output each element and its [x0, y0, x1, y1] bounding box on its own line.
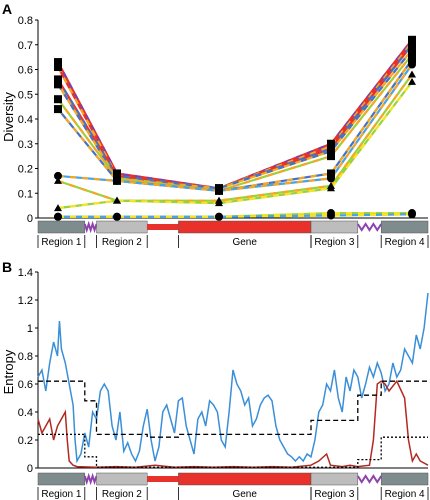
y-tick-label: 1	[27, 323, 33, 335]
diversity-point	[54, 105, 62, 114]
diversity-series-dash	[57, 44, 413, 190]
diversity-point	[408, 55, 416, 64]
entropy-series-line	[37, 379, 429, 469]
region-label: Region 3	[314, 489, 354, 500]
panel-a-yticks: 0.8 0.7 0.6 0.5 0.4 0.3 0.2 0.1 0	[18, 15, 38, 225]
region-linker	[83, 472, 98, 486]
diversity-point	[113, 196, 121, 204]
region-segment	[147, 224, 179, 230]
y-tick-label: 0.6	[18, 379, 33, 391]
y-tick-label: 0	[27, 213, 33, 225]
region-label: Region 1	[41, 237, 81, 248]
region-block	[96, 472, 148, 486]
y-tick-label: 0.5	[18, 89, 33, 101]
y-tick-label: 0.8	[18, 351, 33, 363]
diversity-point	[54, 212, 62, 221]
region-label: Region 2	[102, 237, 142, 248]
diversity-series-dash	[57, 49, 413, 190]
diversity-point	[408, 40, 416, 49]
panel-b-series	[37, 292, 429, 469]
diversity-point	[408, 77, 416, 85]
region-label: Region 1	[41, 489, 81, 500]
diversity-point	[327, 184, 335, 192]
diversity-point	[408, 50, 416, 59]
region-label: Region 4	[385, 489, 425, 500]
region-linker	[356, 222, 383, 232]
diversity-point	[113, 212, 121, 221]
region-linker	[356, 474, 383, 484]
region-block	[37, 472, 86, 486]
region-block	[178, 220, 312, 234]
y-tick-label: 0.8	[18, 15, 33, 27]
region-linker	[83, 220, 98, 234]
diversity-point	[327, 152, 335, 161]
diversity-point	[408, 70, 416, 78]
region-block	[37, 220, 86, 234]
entropy-series-line	[37, 292, 429, 464]
entropy-series-line	[38, 380, 428, 438]
panel-b-yticks: 1.4 1.2 1 0.8 0.6 0.4 0.2 0	[18, 267, 38, 475]
y-tick-label: 0.1	[18, 188, 33, 200]
diversity-point	[54, 95, 62, 104]
panel-a-ylabel: Diversity	[1, 92, 16, 142]
y-tick-label: 1.2	[18, 295, 33, 307]
diversity-point	[327, 169, 335, 178]
region-label: Region 4	[385, 237, 425, 248]
panel-b-label: B	[2, 259, 12, 275]
diversity-point	[54, 204, 62, 212]
region-block	[310, 472, 359, 486]
panel-a: A Diversity 0.8 0.7 0.6 0.5 0.4 0.3 0.2 0.1 0 Re…	[1, 1, 429, 248]
region-block	[380, 472, 429, 486]
y-tick-label: 0.2	[18, 164, 33, 176]
region-label: Gene	[232, 237, 257, 248]
diversity-point	[113, 176, 121, 185]
y-tick-label: 0.4	[18, 114, 33, 126]
region-segment	[147, 476, 179, 482]
diversity-series-dash	[57, 53, 413, 192]
diversity-point	[215, 199, 223, 207]
diversity-point	[215, 186, 223, 195]
y-tick-label: 0.6	[18, 65, 33, 77]
panel-b-region-track: Region 1 Region 2 Gene Region 3 Region 4	[37, 472, 429, 500]
y-tick-label: 0	[27, 463, 33, 475]
panel-a-label: A	[2, 1, 12, 17]
y-tick-label: 0.7	[18, 40, 33, 52]
y-tick-label: 0.4	[18, 407, 33, 419]
panel-a-region-track: Region 1 Region 2 Gene Region 3 Region 4	[37, 220, 429, 248]
diversity-point	[327, 174, 335, 183]
diversity-point	[54, 58, 62, 67]
diversity-point	[54, 176, 62, 184]
diversity-point	[54, 171, 62, 180]
diversity-point	[54, 63, 62, 72]
region-label: Region 3	[314, 237, 354, 248]
y-tick-label: 0.2	[18, 435, 33, 447]
diversity-series-dash	[57, 73, 413, 202]
diversity-point	[327, 211, 335, 220]
diversity-point	[408, 45, 416, 54]
region-block	[310, 220, 359, 234]
panel-a-series	[54, 35, 416, 221]
region-block	[380, 220, 429, 234]
diversity-point	[408, 60, 416, 69]
region-label: Region 2	[102, 489, 142, 500]
y-tick-label: 1.4	[18, 267, 33, 279]
diversity-point	[408, 210, 416, 219]
diversity-point	[54, 75, 62, 84]
entropy-series-line	[38, 433, 428, 468]
diversity-point	[54, 80, 62, 89]
diversity-point	[215, 212, 223, 221]
region-block	[96, 220, 148, 234]
y-tick-label: 0.3	[18, 139, 33, 151]
region-block	[178, 472, 312, 486]
diversity-point	[327, 147, 335, 156]
region-label: Gene	[232, 489, 257, 500]
panel-b-ylabel: Entropy	[1, 349, 16, 394]
